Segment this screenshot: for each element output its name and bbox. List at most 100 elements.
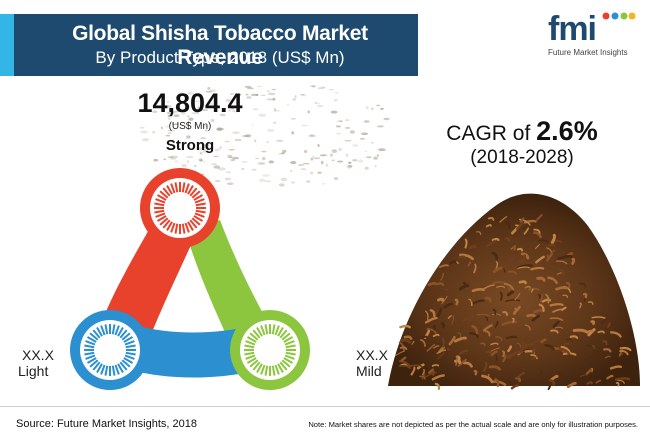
cagr-label: CAGR of — [446, 122, 531, 145]
texture-fleck — [319, 154, 328, 157]
tobacco-strand — [518, 280, 527, 285]
texture-fleck — [194, 95, 202, 97]
texture-fleck — [172, 111, 179, 113]
ring-tick — [283, 357, 294, 364]
texture-fleck — [347, 165, 353, 168]
texture-fleck — [245, 93, 249, 96]
tobacco-strand — [585, 344, 593, 348]
ring-tick — [189, 187, 198, 197]
ring-tick — [119, 329, 128, 339]
tobacco-strand — [541, 298, 552, 303]
tobacco-strand — [420, 339, 426, 347]
ring-tick — [84, 344, 95, 349]
tobacco-strand — [426, 343, 436, 352]
tobacco-strand — [586, 381, 593, 385]
tobacco-strand — [403, 335, 413, 340]
texture-fleck — [266, 98, 274, 101]
texture-fleck — [344, 127, 351, 129]
texture-fleck — [322, 86, 326, 88]
tobacco-strand — [606, 374, 614, 380]
fmi-logo: fmi Future Market Insights — [548, 12, 638, 58]
tobacco-strand — [535, 255, 545, 264]
tobacco-strand — [476, 313, 491, 317]
tobacco-strand — [544, 344, 555, 351]
texture-fleck — [331, 149, 338, 154]
ring-tick — [85, 354, 96, 360]
texture-fleck — [193, 165, 197, 167]
tobacco-strand — [490, 350, 498, 357]
texture-fleck — [378, 148, 386, 152]
tobacco-strand — [533, 228, 541, 234]
tobacco-strand — [483, 284, 495, 290]
texture-fleck — [200, 159, 203, 162]
tobacco-strand — [519, 217, 525, 223]
ring-tick — [245, 354, 256, 360]
texture-fleck — [211, 163, 217, 165]
texture-fleck — [272, 97, 276, 101]
tobacco-strand — [462, 361, 473, 368]
texture-fleck — [142, 138, 149, 142]
texture-fleck — [169, 158, 177, 160]
texture-fleck — [334, 91, 339, 94]
ring-tick — [92, 329, 101, 339]
texture-fleck — [349, 130, 355, 134]
texture-fleck — [217, 127, 225, 131]
tobacco-strand — [449, 260, 457, 265]
texture-fleck — [312, 85, 316, 88]
tobacco-strand — [504, 237, 511, 242]
texture-fleck — [165, 105, 172, 108]
texture-fleck — [300, 168, 307, 170]
tobacco-strand — [540, 289, 547, 294]
tobacco-strand — [536, 214, 543, 221]
ring-tick — [181, 223, 186, 234]
texture-fleck — [231, 131, 240, 135]
texture-fleck — [225, 98, 231, 103]
tobacco-strand — [566, 339, 573, 343]
chart-title: Global Shisha Tobacco Market Revenue — [72, 22, 368, 69]
ring-tick — [155, 212, 166, 218]
texture-fleck — [167, 156, 174, 158]
texture-fleck — [317, 144, 320, 147]
logo-tagline: Future Market Insights — [548, 48, 628, 57]
texture-fleck — [202, 125, 208, 128]
texture-fleck — [376, 154, 379, 157]
texture-fleck — [291, 181, 295, 184]
texture-fleck — [152, 131, 156, 134]
ring-tick — [274, 364, 280, 375]
texture-fleck — [140, 130, 148, 134]
ring-tick — [271, 324, 276, 335]
texture-fleck — [278, 152, 284, 155]
tobacco-strand — [552, 320, 560, 328]
ring-tick — [256, 363, 263, 374]
tobacco-strand — [587, 301, 594, 305]
tobacco-strand — [487, 217, 495, 221]
texture-fleck — [260, 94, 266, 96]
texture-fleck — [352, 159, 358, 162]
tobacco-strand — [512, 305, 521, 315]
texture-fleck — [344, 139, 352, 142]
tobacco-strand — [439, 264, 449, 268]
texture-fleck — [301, 94, 307, 97]
segment-triangle-chart — [70, 168, 310, 390]
tobacco-strand — [455, 355, 459, 366]
tobacco-strand — [590, 320, 596, 326]
texture-fleck — [361, 132, 369, 136]
texture-fleck — [308, 134, 316, 138]
tobacco-strand — [488, 365, 501, 371]
texture-fleck — [338, 147, 342, 152]
texture-fleck — [300, 93, 305, 96]
tobacco-strand — [562, 352, 577, 356]
texture-fleck — [310, 171, 314, 175]
tobacco-strand — [512, 246, 516, 251]
tobacco-strand — [521, 252, 530, 260]
tobacco-strand — [466, 295, 475, 302]
tobacco-strand — [510, 384, 519, 390]
tobacco-strand — [619, 350, 629, 356]
mild-node — [230, 310, 310, 390]
tobacco-strand — [532, 348, 536, 354]
ring-tick — [285, 344, 296, 349]
tobacco-strand — [491, 237, 500, 242]
texture-fleck — [364, 166, 369, 170]
ring-tick — [187, 184, 194, 195]
mild-label: Mild — [356, 363, 382, 379]
